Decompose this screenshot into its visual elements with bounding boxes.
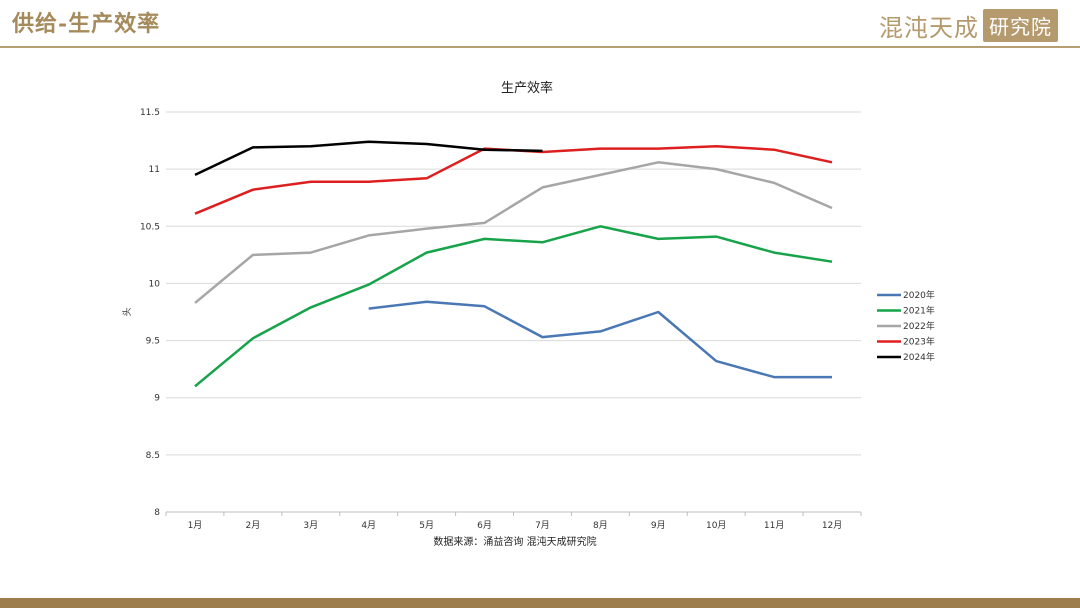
legend-label: 2023年 [903, 336, 935, 348]
chart-legend: 2020年 2021年 2022年 2023年 2024年 [877, 289, 935, 363]
x-tick-label: 9月 [651, 520, 666, 531]
series-line-2020年 [368, 300, 832, 379]
brand-name: 混沌天成 [879, 14, 979, 42]
header-divider [0, 46, 1080, 48]
x-tick-label: 11月 [764, 520, 784, 531]
x-tick-label: 10月 [706, 520, 726, 531]
x-tick-label: 1月 [188, 520, 203, 531]
y-tick-label: 8 [154, 508, 160, 518]
chart-title: 生产效率 [501, 80, 553, 96]
x-tick-label: 2月 [246, 520, 261, 531]
x-tick-label: 6月 [477, 520, 492, 531]
x-tick-label: 7月 [535, 520, 550, 531]
legend-label: 2021年 [903, 305, 935, 317]
page-title: 供给-生产效率 [12, 11, 161, 37]
x-tick-label: 12月 [822, 520, 842, 531]
brand-logo: 混沌天成 研究院 [879, 8, 1058, 43]
series-line-2021年 [194, 225, 833, 388]
footer-bar [0, 598, 1080, 608]
series-line-2024年 [194, 140, 543, 177]
chart-series [194, 140, 833, 388]
source-note: 数据来源：涌益咨询 混沌天成研究院 [433, 535, 596, 548]
production-efficiency-chart: 生产效率 8 8.5 9 9.5 10 10.5 11 11.5 1月 2月 3月 4月 5月 6月 7月… [122, 80, 935, 548]
y-tick-label: 11.5 [140, 108, 160, 118]
x-tick-label: 5月 [419, 520, 434, 531]
y-tick-label: 10 [149, 279, 161, 289]
legend-label: 2022年 [903, 320, 935, 332]
y-tick-label: 9 [154, 394, 160, 404]
brand-seal: 研究院 [983, 9, 1058, 42]
x-tick-label: 3月 [303, 520, 318, 531]
x-axis-ticks: 1月 2月 3月 4月 5月 6月 7月 8月 9月 10月 11月 12月 [165, 511, 862, 531]
legend-label: 2024年 [903, 351, 935, 363]
y-tick-label: 9.5 [146, 337, 160, 347]
x-tick-label: 4月 [361, 520, 376, 531]
series-line-2022年 [194, 161, 833, 304]
chart-grid [166, 111, 861, 513]
y-tick-label: 8.5 [146, 451, 160, 461]
y-axis-label: 头 [122, 307, 133, 316]
x-tick-label: 8月 [593, 520, 608, 531]
series-line-2023年 [194, 145, 833, 215]
y-tick-label: 11 [149, 165, 160, 175]
y-tick-label: 10.5 [140, 222, 160, 232]
legend-label: 2020年 [903, 289, 935, 301]
y-axis-ticks: 8 8.5 9 9.5 10 10.5 11 11.5 [140, 108, 160, 518]
